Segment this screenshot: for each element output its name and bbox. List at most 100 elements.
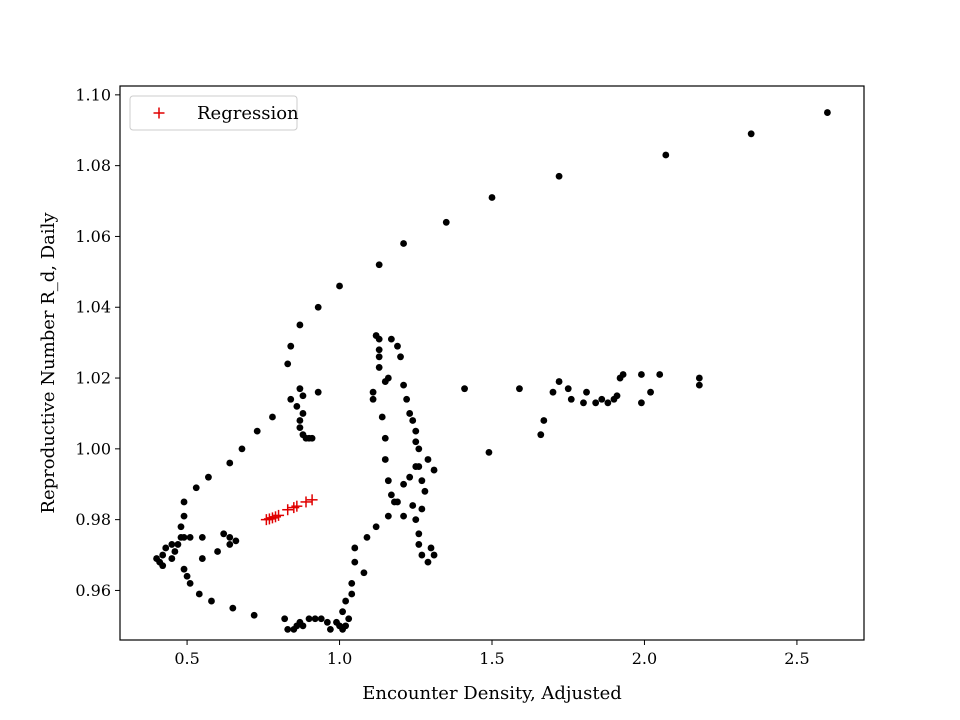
data-point bbox=[180, 533, 188, 541]
data-point bbox=[360, 569, 368, 577]
data-point bbox=[406, 473, 414, 481]
data-point bbox=[415, 541, 423, 548]
data-point bbox=[613, 392, 621, 400]
data-point bbox=[424, 456, 432, 463]
data-point bbox=[369, 395, 377, 403]
data-point bbox=[363, 533, 371, 541]
data-point bbox=[226, 541, 234, 548]
data-point bbox=[583, 388, 590, 396]
data-point bbox=[638, 399, 645, 407]
data-point bbox=[339, 608, 346, 616]
data-point bbox=[540, 417, 548, 424]
data-point bbox=[345, 615, 353, 623]
data-point bbox=[747, 130, 755, 138]
data-point bbox=[186, 533, 194, 541]
data-point bbox=[348, 590, 356, 598]
data-point bbox=[162, 544, 170, 552]
data-point bbox=[238, 445, 246, 453]
data-point bbox=[293, 402, 301, 410]
data-point bbox=[183, 572, 191, 580]
data-point bbox=[824, 109, 831, 116]
data-point bbox=[284, 360, 292, 368]
data-point bbox=[198, 555, 206, 562]
data-point bbox=[287, 342, 295, 350]
x-tick-label: 1.5 bbox=[479, 649, 504, 668]
regression-point bbox=[282, 504, 294, 516]
data-point bbox=[412, 427, 420, 435]
data-point bbox=[296, 321, 304, 329]
data-point bbox=[214, 548, 221, 555]
y-tick-label: 0.98 bbox=[75, 510, 111, 529]
data-point bbox=[375, 346, 383, 354]
data-point bbox=[177, 523, 185, 531]
data-point bbox=[638, 371, 645, 378]
data-point bbox=[253, 427, 261, 435]
data-point bbox=[311, 615, 319, 623]
data-point bbox=[229, 604, 237, 612]
data-point bbox=[418, 477, 426, 485]
data-point bbox=[695, 381, 703, 389]
data-point bbox=[400, 480, 407, 488]
data-point bbox=[384, 512, 392, 520]
data-point bbox=[387, 491, 395, 499]
data-point bbox=[412, 438, 420, 446]
data-point bbox=[250, 611, 258, 619]
data-point bbox=[415, 530, 423, 538]
x-tick-label: 2.5 bbox=[784, 649, 809, 668]
data-point bbox=[381, 456, 389, 463]
data-point bbox=[430, 466, 438, 474]
data-point bbox=[394, 498, 401, 506]
regression-point bbox=[300, 496, 312, 508]
data-point bbox=[403, 395, 411, 403]
data-point bbox=[656, 371, 664, 378]
data-point bbox=[281, 615, 289, 623]
data-point bbox=[555, 378, 563, 385]
data-point bbox=[348, 579, 356, 587]
data-point bbox=[375, 364, 383, 371]
data-point bbox=[647, 388, 654, 396]
data-point bbox=[168, 541, 176, 548]
y-axis-label: Reproductive Number R_d, Daily bbox=[38, 212, 59, 514]
data-point bbox=[485, 448, 493, 456]
data-point bbox=[516, 385, 523, 393]
data-point bbox=[381, 434, 389, 442]
data-point bbox=[564, 385, 572, 393]
data-point bbox=[695, 374, 703, 382]
y-tick-label: 1.06 bbox=[75, 227, 111, 246]
data-point bbox=[604, 399, 612, 407]
data-point bbox=[384, 477, 392, 485]
regression-point bbox=[306, 494, 318, 506]
y-tick-label: 1.08 bbox=[75, 156, 111, 175]
data-point bbox=[409, 417, 417, 424]
data-point bbox=[323, 618, 331, 626]
regression-point bbox=[291, 500, 303, 512]
data-point bbox=[662, 151, 670, 159]
data-point bbox=[375, 261, 383, 269]
data-point bbox=[336, 282, 343, 290]
data-point bbox=[305, 615, 313, 623]
data-point bbox=[308, 434, 316, 442]
data-point bbox=[174, 541, 182, 548]
data-point bbox=[168, 555, 176, 562]
data-point bbox=[406, 410, 414, 417]
y-tick-label: 0.96 bbox=[75, 581, 111, 600]
data-point bbox=[299, 622, 307, 630]
data-point bbox=[442, 218, 450, 226]
data-point bbox=[326, 625, 334, 633]
data-point bbox=[592, 399, 600, 407]
y-tick-label: 1.10 bbox=[75, 85, 111, 104]
data-point bbox=[372, 332, 380, 339]
data-point bbox=[232, 537, 240, 545]
data-point bbox=[400, 381, 407, 389]
plot-frame bbox=[119, 85, 865, 641]
regression-point bbox=[273, 509, 285, 521]
legend: Regression bbox=[129, 95, 299, 131]
data-point bbox=[567, 395, 575, 403]
data-point bbox=[159, 562, 167, 570]
data-point bbox=[369, 388, 377, 396]
data-point bbox=[192, 484, 200, 492]
data-point bbox=[424, 558, 432, 566]
data-point bbox=[171, 548, 179, 555]
data-point bbox=[400, 240, 407, 247]
data-point bbox=[269, 413, 276, 421]
